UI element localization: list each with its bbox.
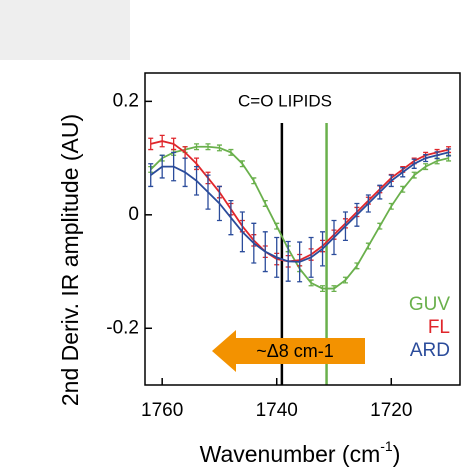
error-bar (388, 174, 394, 188)
error-bar (308, 236, 314, 278)
error-bar (434, 151, 440, 160)
error-bar (216, 144, 222, 152)
error-bar (320, 285, 326, 293)
error-bar (446, 148, 452, 157)
error-bar (262, 231, 268, 273)
error-bar (320, 231, 326, 267)
error-bar (159, 134, 165, 148)
error-bar (411, 171, 417, 179)
error-bar (423, 163, 429, 171)
error-bar (171, 151, 177, 182)
error-bar (239, 160, 245, 168)
error-bar (239, 211, 245, 253)
error-bar (354, 202, 360, 227)
y-tick-label: 0 (128, 204, 139, 225)
error-bar (308, 279, 314, 287)
error-bar (331, 219, 337, 256)
error-bar (274, 236, 280, 278)
y-tick-label: -0.2 (106, 317, 139, 338)
error-bar (262, 199, 268, 207)
error-bar (365, 194, 371, 213)
error-bar (171, 137, 177, 151)
error-bar (182, 157, 188, 188)
x-axis-label-end: ) (393, 441, 401, 467)
error-bar (365, 242, 371, 250)
error-bar (377, 184, 383, 200)
error-bar (228, 148, 234, 156)
error-bar (400, 185, 406, 193)
error-bar (388, 202, 394, 210)
arrow-label: ~Δ8 cm-1 (256, 341, 334, 361)
error-bar (342, 276, 348, 284)
error-bar (228, 199, 234, 236)
error-bar (411, 158, 417, 169)
error-bar (285, 240, 291, 282)
x-tick-label: 1720 (370, 400, 412, 421)
error-bar (251, 177, 257, 185)
plot-frame (144, 72, 461, 386)
error-bar (216, 185, 222, 222)
error-bar (148, 163, 154, 188)
error-bar (205, 143, 211, 151)
error-bar (205, 174, 211, 210)
x-tick-label: 1760 (141, 400, 183, 421)
error-bar (377, 222, 383, 230)
legend-label: ARD (410, 340, 450, 361)
annotation: C=O LIPIDS (238, 91, 332, 110)
error-bar (354, 262, 360, 270)
arrow (212, 330, 365, 372)
x-axis-label: Wavenumber (cm-1) (200, 438, 401, 467)
x-tick-label: 1740 (256, 400, 298, 421)
x-axis-label-sup: -1 (380, 438, 393, 454)
legend-label: FL (428, 317, 450, 338)
y-axis-label: 2nd Deriv. IR amplitude (AU) (57, 114, 83, 406)
x-axis-label-main: Wavenumber (cm (200, 441, 381, 467)
error-bar (274, 222, 280, 230)
error-bar (342, 211, 348, 241)
error-bar (423, 154, 429, 163)
error-bar (251, 222, 257, 264)
corner-shade (0, 0, 130, 60)
error-bar (148, 137, 154, 151)
error-bar (194, 165, 200, 196)
y-tick-label: 0.2 (113, 90, 139, 111)
legend-label: GUV (409, 294, 451, 315)
error-bar (194, 143, 200, 151)
error-bar (331, 285, 337, 293)
error-bar (400, 167, 406, 178)
error-bar (297, 241, 303, 283)
error-bar (159, 154, 165, 179)
